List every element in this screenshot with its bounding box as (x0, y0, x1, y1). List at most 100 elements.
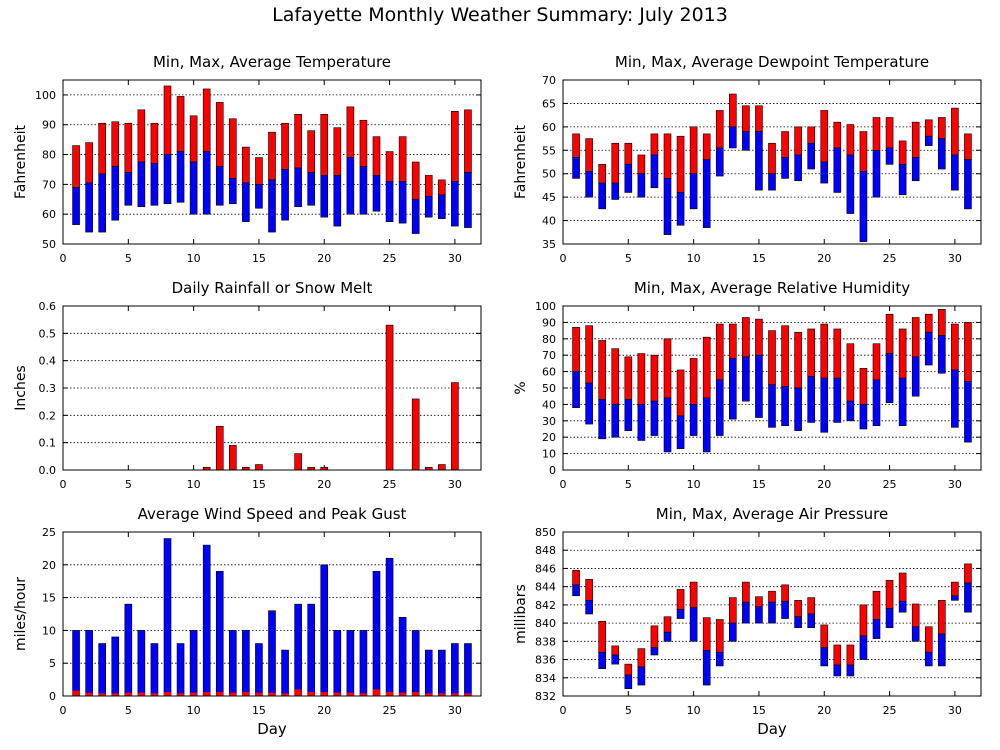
bar-avg-wind-day-15 (255, 692, 263, 696)
bar-max-day-15 (755, 318, 763, 356)
bar-max-day-19 (807, 597, 815, 615)
bar-avg-wind-day-5 (124, 692, 132, 696)
x-tick-label: 5 (125, 704, 132, 717)
bar-max-day-21 (833, 644, 842, 666)
bar-max-day-31 (964, 322, 972, 382)
bar-min-day-20 (820, 647, 829, 667)
bar-min-day-17 (781, 157, 789, 179)
bar-min-day-22 (846, 664, 855, 677)
bar-avg-wind-day-20 (320, 692, 328, 696)
bar-max-day-13 (729, 323, 737, 359)
bar-max-day-13 (229, 118, 237, 179)
bar-min-day-20 (820, 161, 829, 184)
bar-min-day-11 (702, 397, 711, 453)
bar-gust-day-14 (242, 630, 250, 697)
bar-min-day-11 (202, 151, 211, 215)
bar-gust-day-21 (333, 630, 342, 697)
bar-max-day-31 (464, 109, 472, 173)
plot-frame (562, 531, 982, 697)
bar-min-day-26 (898, 600, 907, 613)
bar-min-day-4 (611, 404, 620, 438)
bar-min-day-28 (924, 135, 933, 146)
bar-avg-wind-day-31 (464, 693, 472, 696)
bar-max-day-3 (598, 620, 606, 653)
y-tick-label: 10 (542, 448, 556, 461)
x-tick-label: 25 (883, 252, 897, 265)
bar-min-day-7 (650, 154, 659, 189)
bar-max-day-23 (859, 368, 868, 405)
bar-max-day-26 (898, 140, 907, 165)
bar-gust-day-15 (255, 643, 263, 697)
x-tick-label: 10 (687, 478, 701, 491)
y-tick-label: 850 (535, 526, 556, 539)
x-tick-label: 0 (560, 704, 567, 717)
bar-max-day-7 (150, 122, 159, 164)
bar-max-day-7 (650, 625, 659, 649)
bar-max-day-26 (398, 136, 407, 182)
y-tick-label: 45 (542, 191, 556, 204)
bar-min-day-5 (624, 399, 633, 431)
bar-min-day-19 (307, 172, 315, 206)
bar-max-day-15 (255, 157, 263, 185)
bar-avg-wind-day-27 (412, 692, 420, 696)
bar-max-day-25 (885, 117, 894, 149)
bar-min-day-23 (359, 166, 368, 215)
y-tick-label: 60 (542, 366, 556, 379)
plot-frame (62, 79, 482, 245)
bar-gust-day-17 (281, 649, 289, 697)
y-axis-label: millibars (513, 584, 529, 644)
y-tick-label: 0.3 (39, 382, 57, 395)
y-tick-label: 844 (535, 581, 556, 594)
bars (572, 93, 972, 242)
y-tick-label: 0.4 (39, 355, 57, 368)
bar-min-day-12 (715, 147, 724, 177)
bar-min-day-31 (964, 381, 972, 443)
y-axis-label: Inches (13, 365, 29, 410)
bar-max-day-9 (676, 369, 685, 417)
x-tick-label: 10 (687, 252, 701, 265)
bar-min-day-24 (872, 379, 881, 427)
bar-gust-day-12 (215, 571, 224, 697)
bar-gust-day-25 (385, 557, 394, 697)
bar-min-day-5 (624, 164, 633, 193)
bar-gust-day-20 (320, 564, 329, 697)
bars (72, 538, 472, 697)
bar-max-day-10 (689, 581, 698, 608)
bar-gust-day-7 (150, 643, 159, 697)
bar-avg-wind-day-21 (333, 692, 341, 696)
x-tick-label: 20 (817, 704, 831, 717)
x-tick-label: 25 (883, 704, 897, 717)
bar-avg-wind-day-3 (98, 693, 106, 696)
x-tick-label: 20 (817, 478, 831, 491)
bar-avg-wind-day-26 (399, 692, 407, 696)
bar-avg-wind-day-18 (294, 689, 302, 696)
chart-rainfall: Daily Rainfall or Snow Melt 0.0 0.1 0.2 0.3 0… (13, 279, 482, 491)
bar-gust-day-9 (176, 643, 185, 697)
bar-max-day-19 (807, 126, 815, 144)
chart-humidity: Min, Max, Average Relative Humidity 0 10 20… (513, 279, 982, 491)
bar-max-day-1 (572, 327, 580, 372)
bar-min-day-6 (637, 173, 646, 198)
bar-min-day-12 (215, 166, 224, 206)
y-tick-label: 70 (542, 349, 556, 362)
bar-min-day-26 (898, 164, 907, 196)
y-tick-label: 25 (42, 526, 56, 539)
bar-min-day-24 (872, 619, 881, 639)
y-tick-label: 35 (542, 238, 556, 251)
bar-max-day-11 (202, 88, 211, 152)
bar-gust-day-23 (359, 630, 368, 697)
bar-gust-day-1 (72, 630, 80, 697)
y-tick-label: 840 (535, 617, 556, 630)
x-tick-label: 0 (60, 704, 67, 717)
bar-min-day-28 (924, 651, 933, 667)
bar-gust-day-5 (124, 603, 133, 697)
bar-avg-wind-day-8 (164, 692, 171, 696)
bar-max-day-20 (820, 110, 829, 163)
x-tick-label: 0 (60, 252, 67, 265)
bar-avg-wind-day-6 (137, 692, 145, 696)
bar-min-day-17 (781, 386, 789, 427)
y-tick-label: 60 (42, 208, 56, 221)
x-tick-label: 10 (187, 704, 201, 717)
bar-min-day-27 (911, 157, 920, 182)
x-axis-label: Day (257, 720, 287, 738)
